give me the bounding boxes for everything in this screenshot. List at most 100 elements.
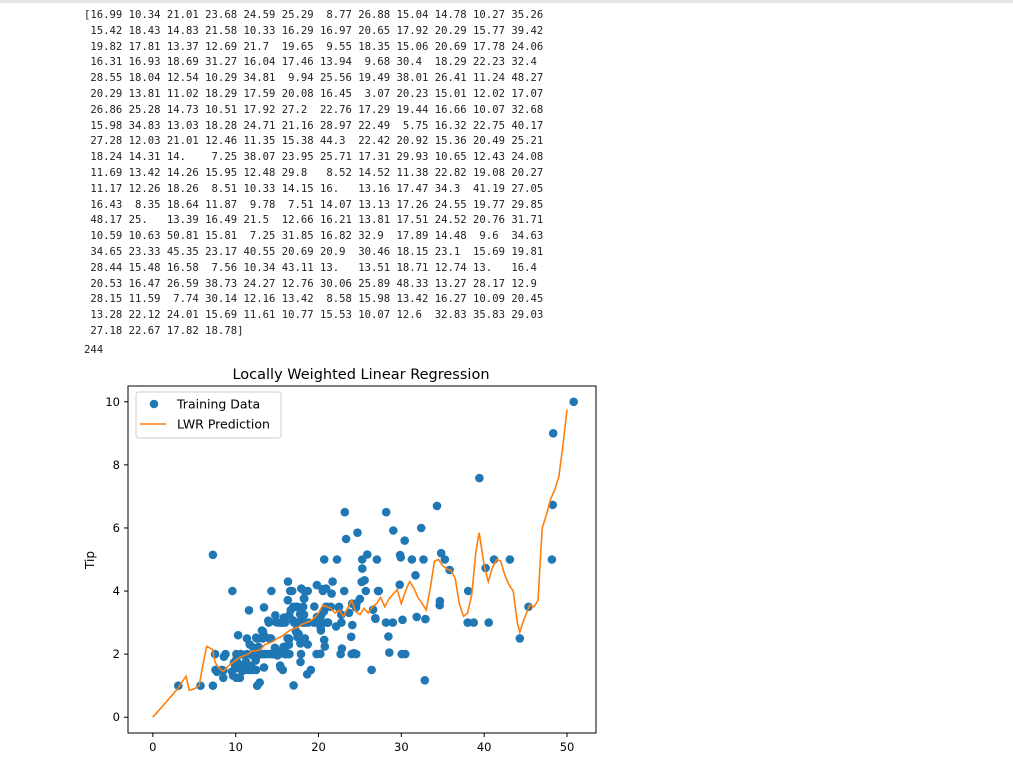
scatter-point	[334, 602, 344, 612]
scatter-point	[440, 555, 450, 564]
scatter-point	[221, 649, 230, 659]
scatter-point	[287, 586, 297, 596]
scatter-point	[385, 648, 394, 657]
scatter-point	[463, 618, 473, 627]
lwr-prediction-line	[152, 409, 568, 718]
x-tick-label: 0	[149, 740, 156, 754]
plot-area	[152, 397, 578, 718]
scatter-point	[320, 642, 330, 651]
printed-count: 244	[84, 344, 104, 356]
scatter-point	[259, 663, 269, 672]
scatter-point	[341, 534, 351, 544]
scatter-point	[340, 507, 350, 517]
array-line: 28.44 15.48 16.58 7.56 10.34 43.11 13. 1…	[84, 261, 537, 274]
array-line: 26.86 25.28 14.73 10.51 17.92 27.2 22.76…	[84, 103, 544, 116]
scatter-point	[372, 555, 382, 564]
x-tick-label: 40	[477, 740, 492, 754]
scatter-point	[326, 602, 336, 612]
scatter-point	[463, 586, 473, 596]
scatter-point	[361, 586, 371, 596]
scatter-point	[208, 550, 218, 560]
scatter-point	[289, 681, 298, 690]
scatter-point	[303, 586, 313, 596]
scatter-point	[407, 555, 417, 564]
scatter-point	[280, 618, 290, 627]
scatter-point	[348, 620, 357, 630]
scatter-point	[332, 555, 342, 564]
scatter-point	[346, 632, 356, 642]
scatter-point	[319, 635, 329, 645]
scatter-point	[416, 523, 426, 533]
scatter-point	[395, 580, 405, 589]
array-line: 20.53 16.47 26.59 38.73 24.27 12.76 30.0…	[84, 277, 537, 290]
scatter-point	[435, 596, 445, 606]
legend: Training Data LWR Prediction	[135, 391, 282, 439]
scatter-point	[283, 577, 293, 586]
scatter-point	[337, 644, 347, 653]
scatter-point	[388, 618, 398, 627]
array-line: 10.59 10.63 50.81 15.81 7.25 31.85 16.82…	[84, 230, 544, 243]
scatter-point	[327, 589, 336, 598]
scatter-point	[244, 606, 254, 615]
x-tick-label: 10	[228, 740, 243, 754]
x-tick-label: 50	[560, 740, 575, 754]
legend-marker-scatter	[149, 399, 159, 409]
scatter-point	[296, 657, 305, 667]
scatter-point	[436, 548, 446, 558]
scatter-point	[267, 586, 276, 596]
scatter-point	[432, 501, 442, 511]
scatter-point	[299, 610, 309, 619]
scatter-point	[233, 630, 243, 640]
scatter-point	[284, 635, 294, 644]
array-line: 13.28 22.12 24.01 15.69 11.61 10.77 15.5…	[84, 309, 544, 322]
scatter-point	[306, 665, 316, 675]
array-line: 15.98 34.83 13.03 18.28 24.71 21.16 28.9…	[84, 119, 544, 132]
array-line: 19.82 17.81 13.37 12.69 21.7 19.65 9.55 …	[84, 40, 544, 53]
scatter-point	[419, 555, 428, 564]
scatter-point	[300, 594, 309, 603]
array-line: 15.42 18.43 14.83 21.58 10.33 16.29 16.9…	[84, 24, 544, 37]
scatter-point	[505, 555, 515, 564]
x-tick-label: 20	[311, 740, 326, 754]
array-line: 34.65 23.33 45.35 23.17 40.55 20.69 20.9…	[84, 245, 544, 258]
scatter-point	[353, 528, 362, 537]
y-tick-label: 4	[113, 584, 120, 598]
scatter-point	[298, 602, 308, 612]
array-line: 28.15 11.59 7.74 30.14 12.16 13.42 8.58 …	[84, 293, 544, 306]
scatter-point	[271, 611, 280, 620]
scatter-point	[337, 618, 346, 627]
scatter-point	[328, 577, 337, 586]
scatter-point	[235, 673, 245, 683]
scatter-point	[294, 629, 303, 639]
printed-array-output: [16.99 10.34 21.01 23.68 24.59 25.29 8.7…	[84, 8, 543, 340]
scatter-point	[398, 615, 407, 625]
scatter-point	[374, 586, 384, 596]
array-line: 27.28 12.03 21.01 12.46 11.35 15.38 44.3…	[84, 135, 544, 148]
x-tick-label: 30	[394, 740, 409, 754]
y-axis-label: Tip	[83, 551, 97, 570]
scatter-point	[363, 550, 372, 559]
scatter-point	[355, 594, 365, 604]
scatter-point	[283, 595, 293, 605]
axis-ticks: 0 10 20 30 40 50 0 2 4 6 8 10	[105, 395, 574, 754]
scatter-point	[321, 584, 331, 593]
scatter-point	[420, 676, 430, 685]
scatter-point	[475, 473, 484, 483]
scatter-point	[381, 618, 391, 627]
scatter-point	[421, 614, 430, 624]
array-line: 11.17 12.26 18.26 8.51 10.33 14.15 16. 1…	[84, 182, 544, 195]
array-line: 27.18 22.67 17.82 18.78]	[84, 324, 244, 337]
scatter-point	[384, 632, 393, 641]
scatter-point	[219, 673, 228, 683]
y-tick-label: 8	[113, 458, 120, 472]
y-tick-label: 0	[113, 710, 120, 724]
scatter-point	[319, 555, 329, 564]
scatter-point	[316, 649, 325, 659]
scatter-point	[569, 397, 578, 407]
y-tick-label: 10	[105, 395, 120, 409]
scatter-point	[548, 429, 558, 438]
scatter-point	[251, 665, 261, 675]
scatter-point	[303, 640, 313, 649]
array-line: 16.43 8.35 18.64 11.87 9.78 7.51 14.07 1…	[84, 198, 544, 211]
lwr-chart: Locally Weighted Linear Regression 0 10 20…	[83, 367, 597, 754]
